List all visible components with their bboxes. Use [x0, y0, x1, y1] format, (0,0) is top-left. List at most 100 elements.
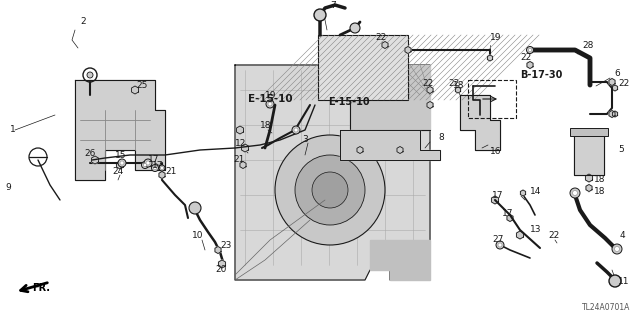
Polygon shape — [520, 190, 525, 196]
Polygon shape — [235, 65, 430, 280]
Text: 27: 27 — [492, 235, 504, 244]
Circle shape — [153, 166, 157, 170]
Text: 16: 16 — [490, 147, 502, 157]
Circle shape — [295, 155, 365, 225]
Circle shape — [612, 244, 622, 254]
Circle shape — [609, 275, 621, 287]
Text: 8: 8 — [438, 133, 444, 143]
Text: 18: 18 — [594, 175, 605, 184]
Circle shape — [570, 188, 580, 198]
Text: 9: 9 — [5, 183, 11, 192]
Text: 17: 17 — [492, 190, 504, 199]
Text: 22: 22 — [548, 232, 559, 241]
Circle shape — [159, 165, 165, 171]
Text: 21: 21 — [233, 155, 244, 165]
Text: 24: 24 — [112, 167, 124, 176]
Text: 22: 22 — [618, 79, 629, 88]
Circle shape — [496, 241, 504, 249]
Polygon shape — [507, 214, 513, 221]
Bar — [318, 35, 408, 100]
Text: 20: 20 — [215, 265, 227, 275]
Text: B-17-30: B-17-30 — [520, 70, 563, 80]
Polygon shape — [382, 41, 388, 48]
Text: 21: 21 — [165, 167, 177, 176]
Polygon shape — [427, 101, 433, 108]
Polygon shape — [612, 85, 618, 91]
Circle shape — [146, 161, 150, 165]
Circle shape — [498, 243, 502, 247]
Polygon shape — [405, 47, 411, 54]
Text: 17: 17 — [502, 209, 513, 218]
Text: E-15-10: E-15-10 — [248, 94, 292, 104]
Circle shape — [141, 161, 148, 168]
Text: 22: 22 — [422, 78, 433, 87]
Polygon shape — [527, 62, 533, 69]
Polygon shape — [460, 95, 500, 150]
Circle shape — [144, 159, 152, 167]
Polygon shape — [609, 110, 615, 117]
Text: 22: 22 — [520, 54, 531, 63]
Text: E-15-10: E-15-10 — [328, 97, 370, 107]
Text: 26: 26 — [84, 149, 95, 158]
Bar — [468, 80, 516, 118]
Polygon shape — [92, 156, 99, 164]
Circle shape — [120, 161, 124, 165]
Polygon shape — [516, 231, 524, 239]
Text: 14: 14 — [530, 188, 541, 197]
Polygon shape — [340, 130, 440, 160]
Text: 5: 5 — [618, 145, 624, 154]
Circle shape — [614, 247, 620, 251]
Circle shape — [528, 48, 532, 52]
Circle shape — [573, 190, 577, 196]
Circle shape — [161, 167, 163, 169]
Polygon shape — [218, 260, 225, 268]
Text: 12: 12 — [235, 139, 246, 149]
Circle shape — [266, 100, 274, 108]
Polygon shape — [456, 87, 461, 93]
Polygon shape — [116, 161, 124, 169]
Text: 11: 11 — [618, 278, 630, 286]
Circle shape — [275, 135, 385, 245]
Circle shape — [189, 202, 201, 214]
Circle shape — [294, 128, 298, 132]
Polygon shape — [240, 161, 246, 168]
Text: 18: 18 — [453, 81, 465, 91]
Text: 2: 2 — [80, 18, 86, 26]
Text: 7: 7 — [330, 1, 336, 10]
Circle shape — [268, 102, 272, 106]
Polygon shape — [75, 80, 165, 180]
Text: 13: 13 — [530, 226, 541, 234]
Circle shape — [292, 126, 300, 134]
Polygon shape — [237, 126, 243, 134]
Polygon shape — [132, 86, 138, 94]
Text: 22: 22 — [448, 78, 460, 87]
Circle shape — [312, 172, 348, 208]
Text: 15: 15 — [115, 152, 127, 160]
Polygon shape — [586, 184, 592, 191]
Text: 23: 23 — [220, 241, 232, 249]
Text: 22: 22 — [375, 33, 387, 42]
Text: 18: 18 — [260, 122, 271, 130]
Circle shape — [314, 9, 326, 21]
Polygon shape — [492, 196, 499, 204]
Text: 6: 6 — [614, 70, 620, 78]
Polygon shape — [488, 55, 493, 61]
Polygon shape — [370, 240, 430, 280]
Polygon shape — [350, 65, 430, 130]
Circle shape — [118, 159, 126, 167]
Polygon shape — [574, 132, 604, 175]
Text: FR.: FR. — [32, 283, 50, 293]
Text: 25: 25 — [136, 81, 147, 91]
Text: 19: 19 — [490, 33, 502, 42]
Circle shape — [527, 47, 534, 54]
Polygon shape — [159, 172, 165, 179]
Text: 28: 28 — [582, 41, 593, 50]
Polygon shape — [397, 146, 403, 153]
Polygon shape — [586, 174, 593, 182]
Polygon shape — [241, 144, 248, 152]
Text: 1: 1 — [10, 125, 16, 135]
Polygon shape — [357, 146, 363, 153]
Text: TL24A0701A: TL24A0701A — [582, 303, 630, 312]
Polygon shape — [609, 78, 615, 85]
Polygon shape — [215, 247, 221, 254]
